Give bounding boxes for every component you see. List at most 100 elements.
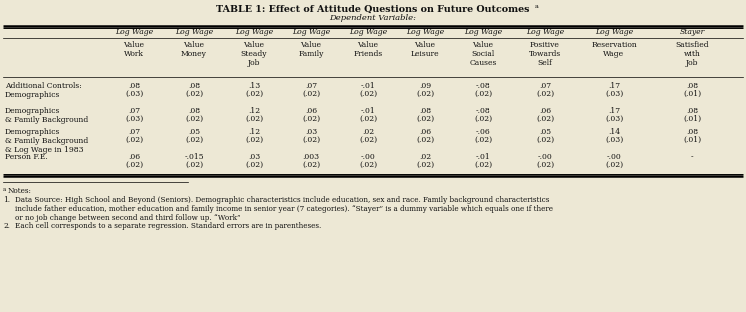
Text: .03: .03 — [305, 128, 317, 136]
Text: Each cell corresponds to a separate regression. Standard errors are in parenthes: Each cell corresponds to a separate regr… — [15, 222, 322, 230]
Text: Value
Family: Value Family — [298, 41, 324, 58]
Text: (.02): (.02) — [474, 90, 492, 97]
Text: .05: .05 — [539, 128, 551, 136]
Text: .05: .05 — [188, 128, 200, 136]
Text: 1.: 1. — [3, 196, 10, 204]
Text: Person F.E.: Person F.E. — [5, 153, 48, 161]
Text: (.02): (.02) — [245, 90, 263, 97]
Text: Log Wage: Log Wage — [115, 28, 153, 36]
Text: -.015: -.015 — [184, 153, 204, 161]
Text: Satisfied
with
Job: Satisfied with Job — [675, 41, 709, 67]
Text: (.02): (.02) — [185, 90, 203, 97]
Text: (.03): (.03) — [125, 90, 143, 97]
Text: 2.: 2. — [3, 222, 10, 230]
Text: (.02): (.02) — [416, 160, 434, 168]
Text: Value
Steady
Job: Value Steady Job — [241, 41, 267, 67]
Text: (.03): (.03) — [605, 90, 623, 97]
Text: (.02): (.02) — [245, 160, 263, 168]
Text: (.02): (.02) — [416, 135, 434, 144]
Text: -.01: -.01 — [476, 153, 490, 161]
Text: .02: .02 — [419, 153, 431, 161]
Text: (.02): (.02) — [302, 90, 320, 97]
Text: (.01): (.01) — [683, 115, 701, 123]
Text: .06: .06 — [539, 107, 551, 115]
Text: -: - — [691, 153, 693, 161]
Text: (.02): (.02) — [359, 160, 377, 168]
Text: (.02): (.02) — [416, 115, 434, 123]
Text: (.02): (.02) — [474, 135, 492, 144]
Text: -.08: -.08 — [476, 82, 490, 90]
Text: -.06: -.06 — [476, 128, 490, 136]
Text: .07: .07 — [128, 128, 140, 136]
Text: (.02): (.02) — [536, 160, 554, 168]
Text: -.00: -.00 — [360, 153, 375, 161]
Text: Demographics
& Family Background: Demographics & Family Background — [5, 107, 88, 124]
Text: (.01): (.01) — [683, 90, 701, 97]
Text: .08: .08 — [686, 128, 698, 136]
Text: (.02): (.02) — [302, 115, 320, 123]
Text: .02: .02 — [362, 128, 374, 136]
Text: .08: .08 — [188, 82, 200, 90]
Text: .14: .14 — [608, 128, 620, 136]
Text: (.02): (.02) — [302, 135, 320, 144]
Text: (.02): (.02) — [302, 160, 320, 168]
Text: .07: .07 — [128, 107, 140, 115]
Text: Log Wage: Log Wage — [175, 28, 213, 36]
Text: (.02): (.02) — [536, 115, 554, 123]
Text: (.02): (.02) — [605, 160, 623, 168]
Text: (.02): (.02) — [474, 160, 492, 168]
Text: (.02): (.02) — [185, 160, 203, 168]
Text: Log Wage: Log Wage — [464, 28, 502, 36]
Text: (.02): (.02) — [536, 90, 554, 97]
Text: Value
Friends: Value Friends — [354, 41, 383, 58]
Text: Value
Social
Causes: Value Social Causes — [469, 41, 497, 67]
Text: .09: .09 — [419, 82, 431, 90]
Text: Log Wage: Log Wage — [349, 28, 387, 36]
Text: Dependent Variable:: Dependent Variable: — [330, 14, 416, 22]
Text: .003: .003 — [302, 153, 319, 161]
Text: (.02): (.02) — [125, 160, 143, 168]
Text: Value
Money: Value Money — [181, 41, 207, 58]
Text: .13: .13 — [248, 82, 260, 90]
Text: TABLE 1: Effect of Attitude Questions on Future Outcomes: TABLE 1: Effect of Attitude Questions on… — [216, 5, 530, 14]
Text: Additional Controls:
Demographics: Additional Controls: Demographics — [5, 82, 82, 99]
Text: .08: .08 — [419, 107, 431, 115]
Text: .07: .07 — [539, 82, 551, 90]
Text: .06: .06 — [128, 153, 140, 161]
Text: .08: .08 — [188, 107, 200, 115]
Text: (.02): (.02) — [245, 115, 263, 123]
Text: Positive
Towards
Self: Positive Towards Self — [529, 41, 561, 67]
Text: Log Wage: Log Wage — [526, 28, 564, 36]
Text: (.02): (.02) — [474, 115, 492, 123]
Text: (.03): (.03) — [605, 135, 623, 144]
Text: .12: .12 — [248, 128, 260, 136]
Text: (.02): (.02) — [245, 135, 263, 144]
Text: Notes:: Notes: — [8, 187, 32, 195]
Text: -.08: -.08 — [476, 107, 490, 115]
Text: .06: .06 — [305, 107, 317, 115]
Text: (.02): (.02) — [185, 135, 203, 144]
Text: .17: .17 — [608, 82, 620, 90]
Text: Log Wage: Log Wage — [406, 28, 444, 36]
Text: .12: .12 — [248, 107, 260, 115]
Text: Stayer: Stayer — [680, 28, 705, 36]
Text: .03: .03 — [248, 153, 260, 161]
Text: (.02): (.02) — [125, 135, 143, 144]
Text: (.02): (.02) — [185, 115, 203, 123]
Text: -.00: -.00 — [538, 153, 552, 161]
Text: Demographics
& Family Background
& Log Wage in 1983: Demographics & Family Background & Log W… — [5, 128, 88, 154]
Text: .17: .17 — [608, 107, 620, 115]
Text: Log Wage: Log Wage — [235, 28, 273, 36]
Text: .06: .06 — [419, 128, 431, 136]
Text: (.02): (.02) — [416, 90, 434, 97]
Text: -.01: -.01 — [360, 82, 375, 90]
Text: (.03): (.03) — [125, 115, 143, 123]
Text: -.00: -.00 — [606, 153, 621, 161]
Text: (.02): (.02) — [359, 135, 377, 144]
Text: .08: .08 — [686, 107, 698, 115]
Text: (.01): (.01) — [683, 135, 701, 144]
Text: .07: .07 — [305, 82, 317, 90]
Text: Data Source: High School and Beyond (Seniors). Demographic characteristics inclu: Data Source: High School and Beyond (Sen… — [15, 196, 553, 222]
Text: a: a — [3, 187, 6, 192]
Text: (.02): (.02) — [359, 115, 377, 123]
